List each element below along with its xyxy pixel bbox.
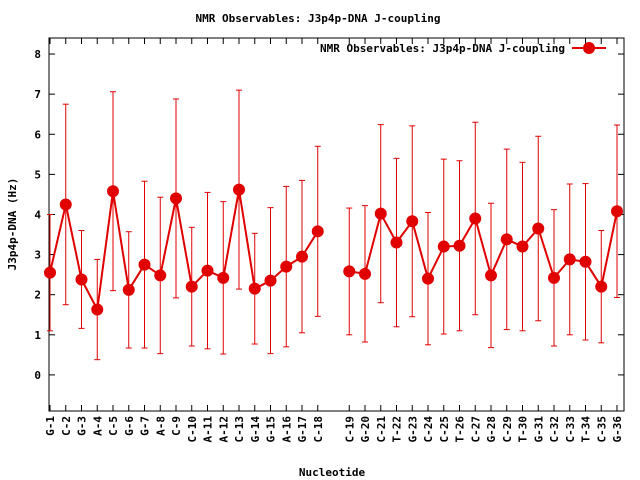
data-point [217,271,230,284]
data-point [406,215,419,228]
data-point [44,266,56,279]
data-point [91,303,104,316]
data-point [264,274,277,287]
data-point [280,260,293,273]
x-tick-label: G-15 [265,416,278,443]
data-point [374,207,387,220]
plot-frame [48,37,625,412]
x-tick-label: T-22 [391,416,404,443]
x-tick-label: G-36 [611,416,624,443]
x-axis-label: Nucleotide [299,466,366,479]
x-tick-label: C-29 [501,416,514,443]
data-point [563,253,576,266]
data-point [390,236,403,249]
legend-label: NMR Observables: J3p4p-DNA J-coupling [320,42,565,55]
data-points [44,183,623,316]
data-point [248,282,261,295]
data-point [170,192,182,205]
data-point [548,271,560,284]
data-point [500,233,513,246]
x-tick-label: A-11 [202,416,215,443]
data-point [359,267,371,280]
x-tick-label: G-7 [139,416,152,436]
x-tick-label: C-32 [548,416,561,443]
legend: NMR Observables: J3p4p-DNA J-coupling [320,42,606,55]
x-tick-label: C-10 [186,416,199,443]
x-tick-label: A-8 [154,416,167,436]
y-tick-label: 4 [34,208,41,221]
data-point [185,280,198,293]
x-tick-label: C-18 [312,416,325,443]
x-tick-label: C-33 [564,416,577,443]
data-point [122,283,135,296]
data-point [138,258,151,271]
data-point [107,185,119,198]
x-tick-label: C-9 [170,416,183,436]
data-point [75,273,88,286]
x-tick-label: C-21 [375,416,388,443]
x-tick-label: G-3 [76,416,89,436]
data-point [595,280,608,293]
x-tick-label: C-13 [233,416,246,443]
y-tick-label: 3 [34,249,41,262]
x-tick-label: C-2 [60,416,73,436]
data-point [59,198,72,211]
x-tick-label: T-34 [580,416,593,443]
x-tick-label: C-35 [595,416,608,443]
data-point [579,255,592,268]
data-point [611,205,623,218]
data-point [453,239,466,252]
data-point [233,183,245,196]
x-tick-label: C-25 [438,416,451,443]
x-tick-label: G-17 [296,416,309,443]
x-tick-label: A-12 [217,416,230,443]
x-tick-label: C-19 [343,416,356,443]
x-tick-label: C-27 [469,416,482,443]
x-tick-label: G-31 [532,416,545,443]
x-tick-label: G-6 [123,416,136,436]
data-point [296,250,308,263]
y-axis-label: J3p4p-DNA (Hz) [6,178,19,271]
data-point [201,264,214,277]
x-tick-label: A-16 [280,416,293,443]
y-tick-label: 6 [34,128,41,141]
data-point [516,240,529,253]
x-tick-label: G-28 [485,416,498,443]
x-tick-label: C-24 [422,416,435,443]
data-point [469,212,482,225]
y-tick-label: 5 [34,168,41,181]
y-tick-label: 1 [34,329,41,342]
x-tick-label: G-23 [406,416,419,443]
x-tick-label: G-20 [359,416,372,443]
data-point [343,265,356,278]
data-point [532,222,545,235]
data-point [437,240,450,253]
x-tick-label: T-26 [454,416,467,443]
data-point [311,225,324,238]
x-tick-label: G-14 [249,416,262,443]
y-tick-label: 8 [34,48,41,61]
data-point [154,269,167,282]
x-tick-label: T-30 [517,416,530,443]
y-tick-label: 2 [34,289,41,302]
x-axis: G-1 C-2 G-3 A-4 C-5 G-6 G-7 A-8 C-9 C-10 A-11 A-12 C… [44,38,624,443]
x-tick-label: A-4 [91,416,104,436]
data-point [485,269,497,282]
y-tick-label: 0 [34,369,41,382]
x-tick-label: C-5 [107,416,120,436]
chart-title: NMR Observables: J3p4p-DNA J-coupling [195,12,440,25]
y-tick-label: 7 [34,88,41,101]
data-point [422,272,434,285]
x-tick-label: G-1 [44,416,57,436]
legend-marker [583,42,595,54]
